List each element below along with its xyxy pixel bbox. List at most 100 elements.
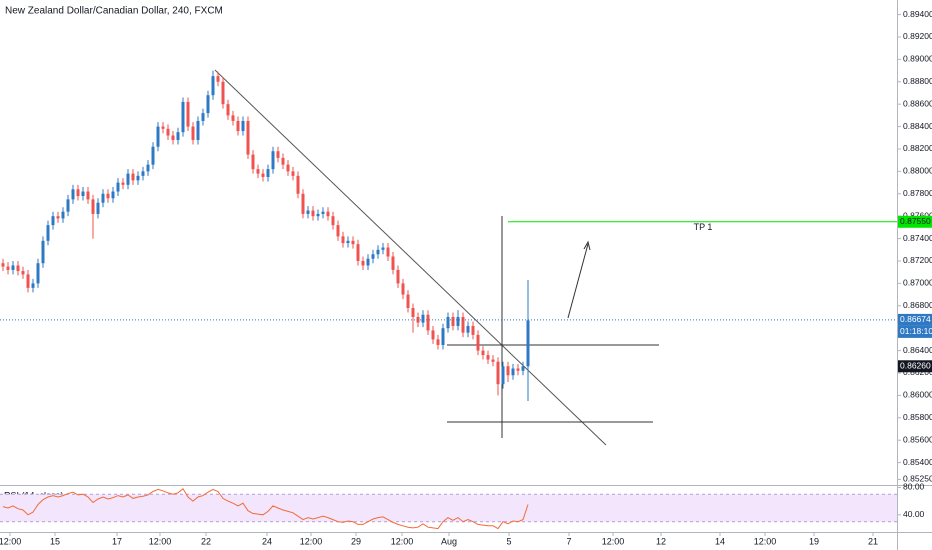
x-tick-label: 21	[868, 536, 878, 546]
candle-body	[451, 316, 455, 326]
candle-body	[11, 265, 15, 270]
x-tick-label: 17	[112, 536, 122, 546]
candle-body	[291, 171, 295, 176]
y-tick-label: 0.85250	[903, 474, 932, 484]
candle-body	[306, 210, 310, 214]
candle-body	[336, 225, 340, 237]
x-tick-label: 22	[201, 536, 211, 546]
candle-body	[271, 151, 275, 170]
candle-body	[301, 193, 305, 214]
arrow-head	[583, 240, 591, 251]
x-tick-label: 12:00	[754, 536, 777, 546]
candle-body	[206, 95, 210, 114]
candle-body	[76, 189, 80, 197]
y-tick-label: 0.86000	[903, 390, 932, 400]
chart-title: New Zealand Dollar/Canadian Dollar, 240,…	[5, 6, 223, 17]
candle-body	[131, 173, 135, 181]
x-tick-label: 19	[809, 536, 819, 546]
x-tick-label: 12:00	[391, 536, 414, 546]
candle-body	[496, 361, 500, 385]
candle-body	[161, 126, 165, 129]
x-tick-label: 5	[506, 536, 511, 546]
candle-body	[191, 126, 195, 141]
candle-body	[381, 247, 385, 250]
candle-body	[261, 173, 265, 177]
countdown: 01:18:10	[900, 326, 932, 336]
y-tick-label: 0.85600	[903, 434, 932, 444]
candle-body	[241, 120, 245, 132]
y-tick-label: 0.88600	[903, 98, 932, 108]
candle-body	[511, 368, 515, 376]
y-tick-label: 0.85800	[903, 412, 932, 422]
candle-body	[366, 258, 370, 266]
candle-body	[246, 120, 250, 155]
candle-body	[121, 182, 125, 185]
x-tick-label: 12:00	[149, 536, 172, 546]
candle-body	[171, 135, 175, 141]
candle-body	[256, 169, 260, 174]
y-tick-label: 0.87200	[903, 255, 932, 265]
trend-line	[214, 69, 607, 446]
candle-body	[346, 240, 350, 244]
candle-body	[96, 202, 100, 214]
y-tick-label: 0.86400	[903, 345, 932, 355]
candle-body	[491, 359, 495, 362]
marks	[1, 70, 530, 401]
candle-body	[326, 211, 330, 217]
candle-body	[21, 271, 25, 275]
candle-body	[466, 325, 470, 333]
candle-body	[1, 263, 5, 267]
y-tick-label: 0.87600	[903, 210, 932, 220]
candle-body	[71, 189, 75, 200]
candle-body	[516, 368, 520, 371]
price-label-box	[898, 215, 932, 228]
candle-body	[506, 366, 510, 376]
candle-body	[156, 126, 160, 147]
y-tick-label: 0.88800	[903, 76, 932, 86]
candle-body	[501, 366, 505, 385]
candle-body	[356, 244, 360, 261]
candle-body	[216, 76, 220, 82]
rsi-y-tick-label: 80.00	[903, 482, 925, 492]
x-tick-label: 12	[656, 536, 666, 546]
candle-body	[436, 339, 440, 345]
price-label: 0.86260	[900, 361, 931, 371]
candle-body	[311, 210, 315, 217]
candle-body	[26, 274, 30, 288]
x-tick-label: 12:00	[602, 536, 625, 546]
candle-body	[276, 151, 280, 158]
candle-body	[56, 216, 60, 219]
candle-body	[281, 157, 285, 165]
candle-body	[106, 193, 110, 199]
candle-body	[361, 260, 365, 266]
y-tick-label: 0.85400	[903, 457, 932, 467]
rsi-y-tick-label: 40.00	[903, 509, 925, 519]
countdown-box	[898, 325, 932, 338]
candle-body	[111, 191, 115, 199]
candle-body	[471, 325, 475, 335]
candle-body	[316, 213, 320, 217]
candle-body	[141, 171, 145, 176]
candle-body	[386, 247, 390, 257]
y-tick-label: 0.87800	[903, 188, 932, 198]
candle-body	[61, 211, 65, 219]
y-tick-label: 0.88400	[903, 121, 932, 131]
y-tick-label: 0.89200	[903, 31, 932, 41]
candle-body	[126, 173, 130, 185]
tp-label: TP 1	[694, 222, 713, 232]
candle-body	[446, 316, 450, 329]
candle-body	[36, 263, 40, 284]
candle-body	[476, 334, 480, 351]
price-label-box	[898, 360, 932, 373]
candle-body	[6, 266, 10, 270]
candle-body	[116, 182, 120, 192]
candle-body	[456, 316, 460, 326]
candle-body	[86, 191, 90, 200]
candle-body	[486, 355, 490, 360]
candle-body	[221, 81, 225, 105]
candle-body	[296, 175, 300, 194]
candle-body	[16, 265, 20, 272]
candle-body	[461, 316, 465, 333]
candle-body	[236, 120, 240, 132]
